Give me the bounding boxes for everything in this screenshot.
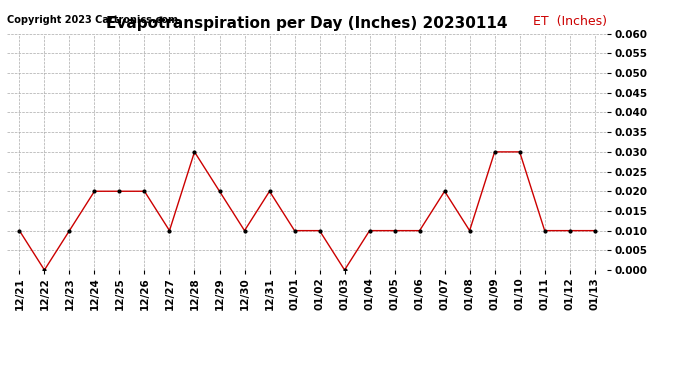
Title: Evapotranspiration per Day (Inches) 20230114: Evapotranspiration per Day (Inches) 2023… bbox=[106, 16, 508, 31]
Text: Copyright 2023 Cartronics.com: Copyright 2023 Cartronics.com bbox=[7, 15, 178, 25]
Text: ET  (Inches): ET (Inches) bbox=[533, 15, 607, 28]
